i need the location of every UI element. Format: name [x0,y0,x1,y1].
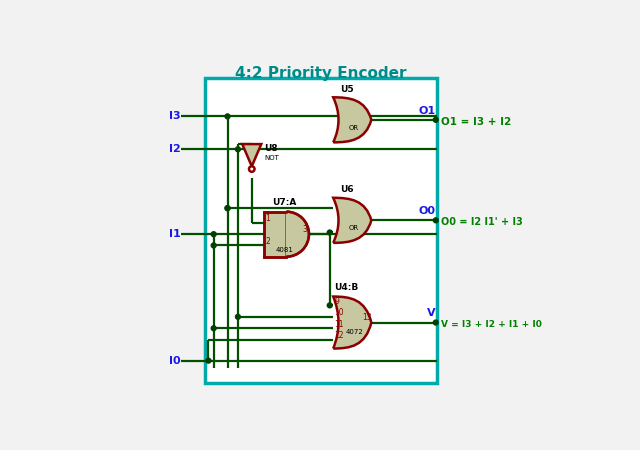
Text: 4081: 4081 [275,247,293,253]
Text: U7:A: U7:A [272,198,296,207]
Circle shape [211,243,216,248]
Text: NOT: NOT [264,155,279,161]
Text: O0 = I2 I1' + I3: O0 = I2 I1' + I3 [440,217,522,227]
Text: O1: O1 [419,106,435,116]
Text: V = I3 + I2 + I1 + I0: V = I3 + I2 + I1 + I0 [440,320,541,329]
Text: O1 = I3 + I2: O1 = I3 + I2 [440,117,511,126]
Polygon shape [287,212,309,256]
Circle shape [236,147,241,152]
Circle shape [211,232,216,237]
Circle shape [327,303,332,308]
Text: U4:B: U4:B [335,284,358,292]
Text: I2: I2 [168,144,180,154]
Text: OR: OR [349,225,359,231]
Circle shape [236,315,241,319]
Text: I1: I1 [168,229,180,239]
Text: I3: I3 [168,111,180,122]
Circle shape [433,218,438,223]
Text: 11: 11 [334,320,344,328]
Text: U5: U5 [340,85,353,94]
Text: 2: 2 [266,237,270,246]
Text: OR: OR [349,125,359,131]
Text: V: V [427,308,435,319]
Text: 9: 9 [334,297,339,306]
Bar [264,212,287,256]
Circle shape [433,320,438,325]
Circle shape [249,166,255,172]
Circle shape [225,114,230,119]
Circle shape [211,326,216,331]
Text: 4072: 4072 [346,329,363,335]
PathPatch shape [333,297,371,348]
PathPatch shape [333,198,371,243]
Circle shape [327,230,332,235]
Text: U8: U8 [264,144,278,153]
Text: 10: 10 [334,308,344,317]
Text: O0: O0 [419,206,435,216]
PathPatch shape [333,97,371,142]
Text: 4:2 Priority Encoder: 4:2 Priority Encoder [236,66,407,81]
Text: U6: U6 [340,185,353,194]
Circle shape [225,206,230,211]
Text: I0: I0 [168,356,180,366]
Text: 3: 3 [303,225,308,234]
Text: 12: 12 [334,331,344,340]
Bar [205,78,437,383]
Circle shape [433,117,438,122]
Circle shape [225,206,230,211]
Text: 1: 1 [266,214,270,223]
PathPatch shape [243,144,261,166]
Text: 13: 13 [363,314,372,323]
Circle shape [206,358,211,363]
